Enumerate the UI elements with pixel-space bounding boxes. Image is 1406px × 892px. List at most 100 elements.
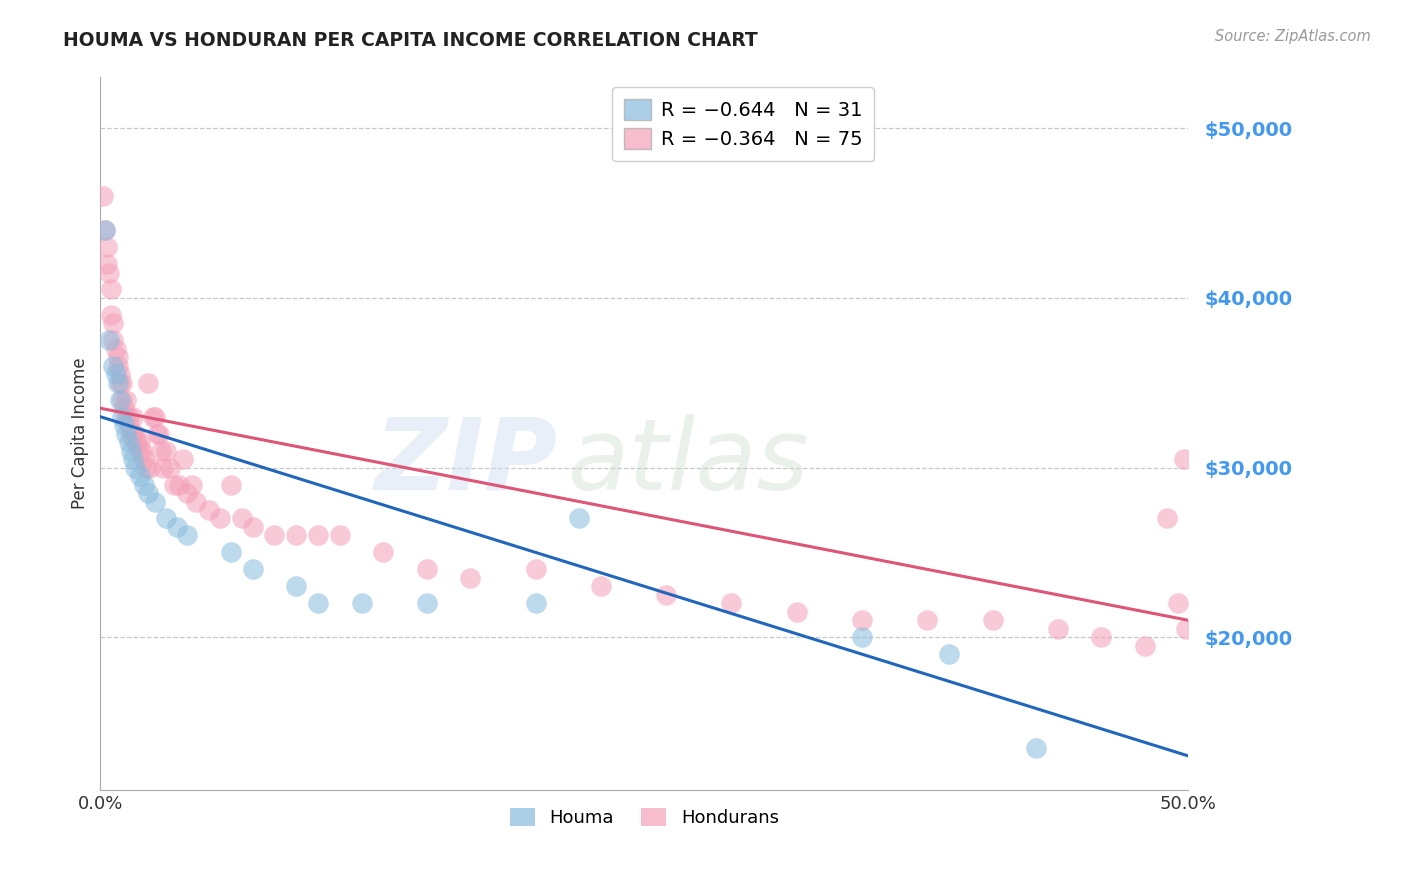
Point (135, 460, 157, 475)
Point (1133, 639, 1156, 653)
Point (1173, 452, 1195, 467)
Point (108, 376, 131, 390)
Point (655, 588, 678, 602)
Text: atlas: atlas (568, 414, 810, 511)
Text: ZIP: ZIP (374, 414, 557, 511)
Legend: Houma, Hondurans: Houma, Hondurans (503, 800, 786, 834)
Point (416, 562, 439, 576)
Point (132, 477, 155, 491)
Point (115, 392, 138, 407)
Point (112, 401, 135, 416)
Point (107, 359, 129, 373)
Point (127, 435, 149, 450)
Point (132, 452, 155, 467)
Point (146, 426, 169, 441)
Point (111, 392, 134, 407)
Point (103, 359, 125, 373)
Point (117, 435, 139, 450)
Point (786, 605, 808, 619)
Point (938, 647, 960, 661)
Point (524, 596, 547, 610)
Point (143, 494, 166, 508)
Point (122, 452, 145, 467)
Y-axis label: Per Capita Income: Per Capita Income (72, 358, 89, 509)
Point (163, 477, 186, 491)
Point (917, 613, 939, 627)
Point (148, 426, 170, 441)
Point (524, 562, 547, 576)
Point (107, 351, 129, 365)
Point (100, 283, 122, 297)
Point (96, 240, 118, 254)
Point (231, 511, 253, 525)
Point (93, 223, 115, 237)
Point (122, 409, 145, 424)
Text: HOUMA VS HONDURAN PER CAPITA INCOME CORRELATION CHART: HOUMA VS HONDURAN PER CAPITA INCOME CORR… (63, 31, 758, 50)
Point (120, 426, 142, 441)
Point (128, 435, 150, 450)
Point (122, 426, 145, 441)
Point (242, 520, 264, 534)
Point (720, 596, 742, 610)
Point (136, 376, 159, 390)
Point (152, 460, 174, 475)
Point (131, 443, 153, 458)
Point (1167, 596, 1189, 610)
Point (98, 334, 121, 348)
Point (104, 368, 127, 382)
Point (159, 460, 181, 475)
Point (1025, 740, 1047, 755)
Point (155, 511, 177, 525)
Point (117, 418, 139, 433)
Point (128, 443, 150, 458)
Point (93, 223, 115, 237)
Point (209, 511, 232, 525)
Point (136, 486, 159, 500)
Point (98, 266, 121, 280)
Point (329, 528, 352, 542)
Point (117, 409, 139, 424)
Point (219, 545, 242, 559)
Point (111, 409, 134, 424)
Point (851, 630, 873, 644)
Point (107, 376, 129, 390)
Point (166, 520, 188, 534)
Point (184, 494, 207, 508)
Point (350, 596, 373, 610)
Point (128, 469, 150, 483)
Point (242, 562, 264, 576)
Point (108, 392, 131, 407)
Point (139, 460, 162, 475)
Point (108, 368, 131, 382)
Point (180, 477, 202, 491)
Point (1156, 511, 1178, 525)
Point (120, 443, 142, 458)
Point (112, 418, 135, 433)
Point (1175, 622, 1198, 636)
Point (198, 503, 221, 517)
Point (219, 477, 242, 491)
Point (373, 545, 395, 559)
Point (143, 409, 166, 424)
Point (124, 435, 146, 450)
Point (96, 257, 118, 271)
Point (172, 452, 194, 467)
Point (263, 528, 285, 542)
Point (307, 528, 329, 542)
Point (176, 528, 198, 542)
Point (155, 443, 177, 458)
Point (1090, 630, 1112, 644)
Point (167, 477, 190, 491)
Point (1046, 622, 1069, 636)
Point (115, 426, 138, 441)
Point (285, 528, 308, 542)
Point (176, 486, 198, 500)
Point (460, 571, 482, 585)
Point (851, 613, 873, 627)
Point (104, 342, 127, 356)
Point (103, 334, 125, 348)
Point (111, 376, 134, 390)
Point (124, 460, 146, 475)
Text: Source: ZipAtlas.com: Source: ZipAtlas.com (1215, 29, 1371, 44)
Point (100, 308, 122, 322)
